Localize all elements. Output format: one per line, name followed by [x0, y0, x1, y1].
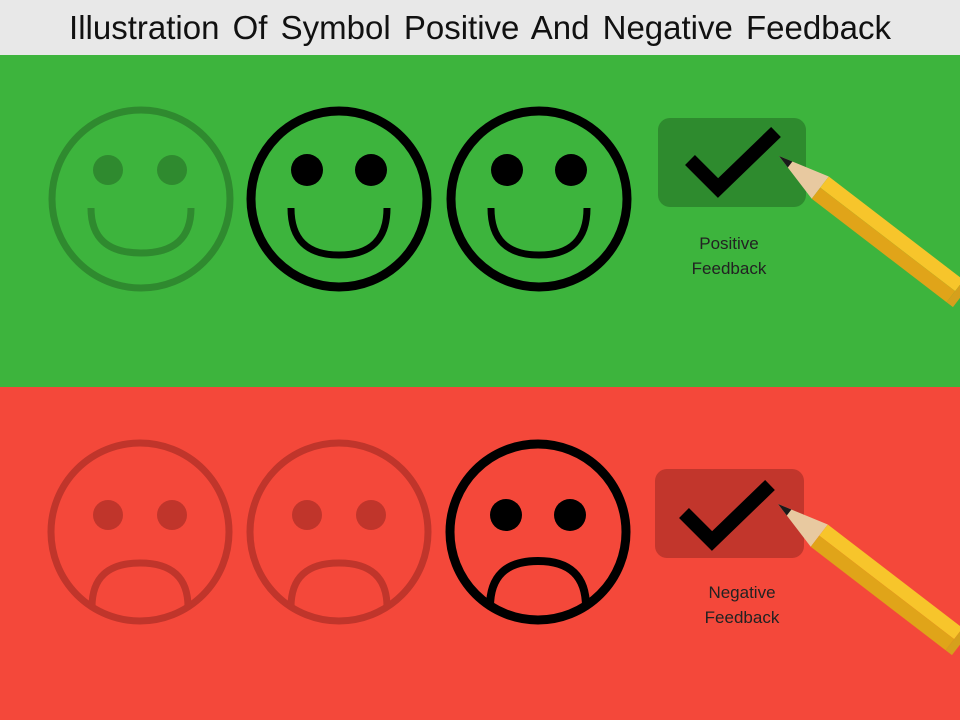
sad-face-icon-outlined [445, 439, 631, 625]
page-title: Illustration Of Symbol Positive And Nega… [69, 8, 891, 46]
check-icon [685, 126, 781, 198]
check-icon [679, 479, 775, 551]
negative-checkbox [655, 469, 804, 558]
title-bar: Illustration Of Symbol Positive And Nega… [0, 0, 960, 55]
pencil-icon [779, 156, 960, 308]
sad-face-icon-faded [47, 439, 233, 625]
positive-feedback-panel: Positive Feedback [0, 55, 960, 387]
negative-label-line2: Feedback [704, 608, 780, 627]
negative-panel-background [0, 387, 960, 720]
pencil-icon [778, 504, 960, 656]
smiley-face-icon-outlined [246, 106, 432, 292]
smiley-face-icon-faded [48, 106, 234, 292]
positive-panel-art [0, 55, 960, 387]
positive-label-line2: Feedback [691, 259, 767, 278]
positive-checkbox [658, 118, 806, 207]
positive-panel-background [0, 55, 960, 387]
sad-face-icon-faded [246, 439, 432, 625]
negative-label-line1: Negative [708, 583, 776, 602]
negative-panel-art [0, 387, 960, 720]
negative-feedback-panel: Negative Feedback [0, 387, 960, 720]
smiley-face-icon-outlined [446, 106, 632, 292]
negative-feedback-label: Negative Feedback [667, 580, 817, 630]
positive-feedback-label: Positive Feedback [654, 231, 804, 281]
positive-label-line1: Positive [699, 234, 759, 253]
